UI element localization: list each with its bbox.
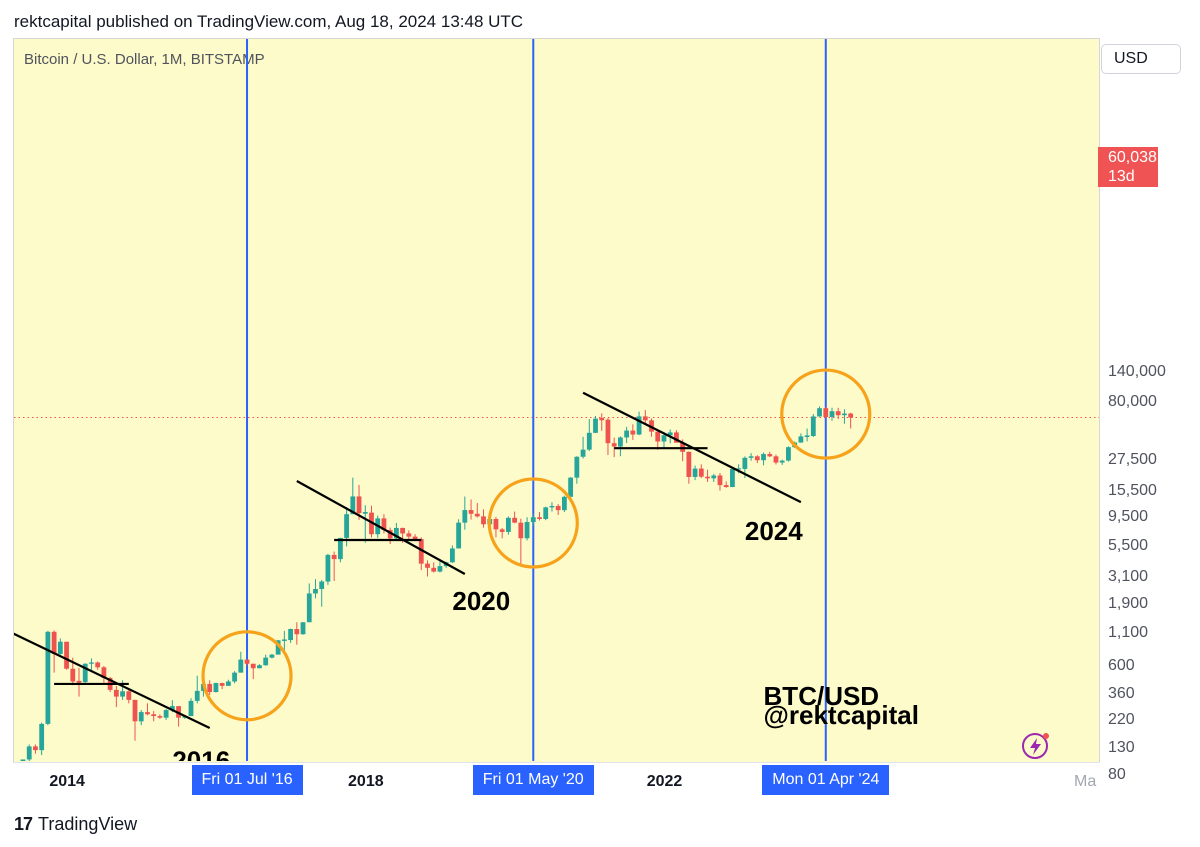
current-price-value: 60,038 xyxy=(1108,149,1157,166)
price-tick-label: 140,000 xyxy=(1108,362,1166,380)
chart-pane[interactable]: Bitcoin / U.S. Dollar, 1M, BITSTAMP xyxy=(13,38,1100,798)
price-tick-label: 3,100 xyxy=(1108,568,1149,586)
tradingview-logo: 17 TradingView xyxy=(14,814,137,835)
candle-countdown: 13d 11h xyxy=(1108,168,1135,204)
price-tick-label: 15,500 xyxy=(1108,481,1157,499)
price-tick-label: 80,000 xyxy=(1108,393,1157,411)
price-tick-label: 1,100 xyxy=(1108,624,1149,642)
tradingview-logo-text: TradingView xyxy=(38,814,138,834)
currency-selector[interactable]: USD xyxy=(1101,44,1181,74)
halving-date-badge: Fri 01 Jul '16 xyxy=(191,765,303,795)
price-tick-label: 600 xyxy=(1108,656,1135,674)
price-tick-label: 27,500 xyxy=(1108,450,1157,468)
current-price-tag: 60,038 13d 11h xyxy=(1098,147,1158,204)
time-tick-label: 2022 xyxy=(646,773,683,790)
time-tick-label: 2014 xyxy=(49,773,85,790)
halving-date-badge: Fri 01 May '20 xyxy=(472,765,594,795)
price-tick-label: 1,900 xyxy=(1108,594,1149,612)
tradingview-logo-icon: 17 xyxy=(14,814,33,834)
price-tick-label: 130 xyxy=(1108,739,1135,757)
price-tick-label: 220 xyxy=(1108,711,1135,729)
price-tick-label: 9,500 xyxy=(1108,507,1149,525)
symbol-title[interactable]: Bitcoin / U.S. Dollar, 1M, BITSTAMP xyxy=(24,51,265,68)
time-tick-label: 2018 xyxy=(348,773,384,790)
halving-date-badge: Mon 01 Apr '24 xyxy=(762,765,890,795)
time-tick-label: Ma xyxy=(1074,773,1097,790)
price-tick-label: 360 xyxy=(1108,684,1135,702)
publication-header: rektcapital published on TradingView.com… xyxy=(14,12,524,31)
price-tick-label: 5,500 xyxy=(1108,537,1149,555)
price-tick-label: 80 xyxy=(1108,765,1126,783)
